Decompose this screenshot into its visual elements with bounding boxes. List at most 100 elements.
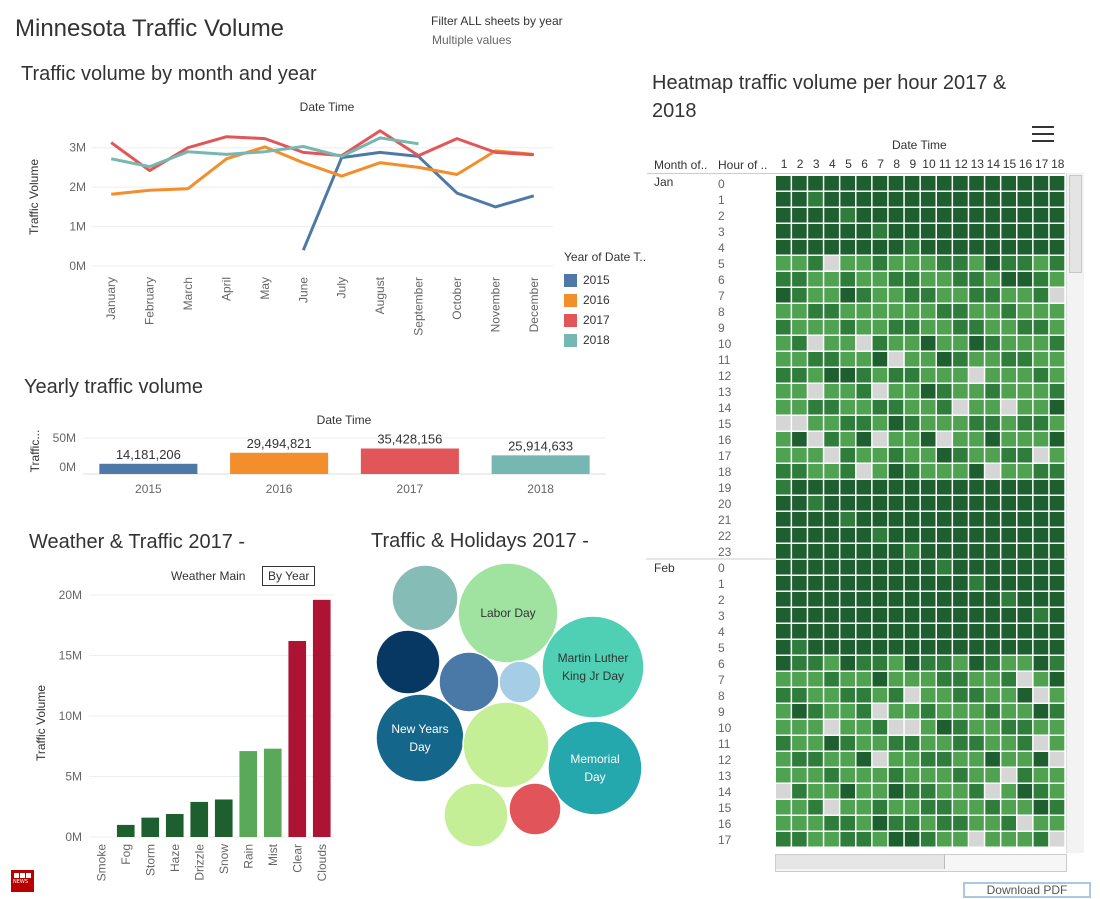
legend-label: 2016 — [583, 293, 610, 307]
heatmap-cell — [920, 336, 936, 351]
horizontal-scroll-thumb[interactable] — [776, 855, 945, 869]
vertical-scroll-thumb[interactable] — [1069, 175, 1082, 273]
heatmap-cell — [856, 320, 872, 335]
heatmap-cell — [808, 176, 823, 191]
heatmap-cell — [1017, 832, 1033, 847]
heatmap-cell — [792, 688, 807, 703]
line-x-tick: December — [527, 277, 541, 332]
heatmap-cell — [937, 272, 952, 287]
heatmap-cell — [840, 832, 855, 847]
heatmap-hour-label: 17 — [718, 449, 732, 463]
heatmap-cell — [776, 192, 791, 207]
heatmap-cell — [808, 528, 823, 543]
heatmap-cell — [985, 448, 1000, 463]
heatmap-cell — [1017, 624, 1033, 639]
heatmap-cell — [872, 768, 888, 783]
heatmap-cell — [937, 720, 952, 735]
heatmap-cell — [937, 704, 952, 719]
yearly-y-label: Traffic... — [28, 430, 42, 473]
heatmap-cell — [872, 704, 888, 719]
heatmap-cell — [840, 208, 855, 223]
heatmap-cell — [1049, 416, 1065, 431]
heatmap-cell — [920, 480, 936, 495]
heatmap-cell — [1001, 640, 1016, 655]
heatmap-cell — [1001, 384, 1016, 399]
heatmap-cell — [792, 480, 807, 495]
heatmap-horizontal-scrollbar[interactable] — [775, 854, 1067, 872]
heatmap-cell — [872, 640, 888, 655]
download-pdf-button[interactable]: Download PDF — [963, 882, 1091, 898]
heatmap-cell — [824, 672, 839, 687]
heatmap-cell — [1001, 336, 1016, 351]
heatmap-cell — [1033, 240, 1049, 255]
heatmap-cell — [792, 800, 807, 815]
heatmap-cell — [824, 176, 839, 191]
heatmap-cell — [953, 288, 968, 303]
heatmap-hour-label: 2 — [718, 209, 725, 223]
heatmap-cell — [1049, 192, 1065, 207]
heatmap-cell — [888, 704, 904, 719]
heatmap-cell — [872, 832, 888, 847]
heatmap-cell — [1001, 720, 1016, 735]
heatmap-cell — [953, 368, 968, 383]
heatmap-cell — [888, 800, 904, 815]
heatmap-cell — [904, 256, 920, 271]
by-year-button[interactable]: By Year — [262, 566, 316, 586]
heatmap-cell — [969, 400, 984, 415]
line-x-tick: March — [181, 277, 195, 310]
heatmap-cell — [872, 496, 888, 511]
heatmap-cell — [824, 480, 839, 495]
heatmap-cell — [824, 432, 839, 447]
heatmap-cell — [969, 528, 984, 543]
heatmap-cell — [1049, 288, 1065, 303]
heatmap-cell — [1017, 176, 1033, 191]
heatmap-cell — [1017, 704, 1033, 719]
heatmap-cell — [776, 608, 791, 623]
legend-item-2016[interactable]: 2016 — [564, 290, 646, 310]
heatmap-cell — [856, 576, 872, 591]
heatmap-cell — [856, 400, 872, 415]
legend-item-2018[interactable]: 2018 — [564, 330, 646, 350]
heatmap-hour-label: 11 — [718, 353, 731, 367]
heatmap-cell — [1033, 272, 1049, 287]
heatmap-cell — [969, 480, 984, 495]
heatmap-hour-label: 10 — [718, 337, 732, 351]
heatmap-cell — [1033, 432, 1049, 447]
holiday-bubble — [375, 629, 441, 695]
heatmap-cell — [904, 800, 920, 815]
heatmap-cell — [824, 304, 839, 319]
heatmap-cell — [776, 832, 791, 847]
heatmap-hour-label: 14 — [718, 785, 732, 799]
heatmap-cell — [1033, 336, 1049, 351]
heatmap-cell — [776, 736, 791, 751]
heatmap-cell — [824, 400, 839, 415]
yearly-value-label: 25,914,633 — [508, 438, 573, 453]
legend-item-2015[interactable]: 2015 — [564, 270, 646, 290]
holiday-bubble-label: Memorial Day — [570, 752, 619, 784]
heatmap-hour-label: 16 — [718, 433, 732, 447]
heatmap-cell — [776, 656, 791, 671]
heatmap-cell — [920, 192, 936, 207]
heatmap-cell — [969, 576, 984, 591]
heatmap-cell — [840, 400, 855, 415]
heatmap-cell — [872, 416, 888, 431]
heatmap-cell — [969, 224, 984, 239]
heatmap-cell — [776, 784, 791, 799]
filter-value[interactable]: Multiple values — [432, 33, 512, 47]
heatmap-cell — [1017, 672, 1033, 687]
heatmap-cell — [937, 288, 952, 303]
heatmap-cell — [792, 320, 807, 335]
heatmap-cell — [856, 224, 872, 239]
menu-icon[interactable] — [1032, 126, 1054, 142]
legend-item-2017[interactable]: 2017 — [564, 310, 646, 330]
heatmap-cell — [888, 832, 904, 847]
heatmap-cell — [1001, 800, 1016, 815]
heatmap-cell — [969, 208, 984, 223]
heatmap-month-label: Feb — [654, 561, 675, 575]
heatmap-cell — [937, 768, 952, 783]
heatmap-cell — [1049, 608, 1065, 623]
heatmap-cell — [888, 176, 904, 191]
heatmap-cell — [1001, 464, 1016, 479]
heatmap-cell — [856, 240, 872, 255]
heatmap-vertical-scrollbar[interactable] — [1066, 173, 1084, 853]
